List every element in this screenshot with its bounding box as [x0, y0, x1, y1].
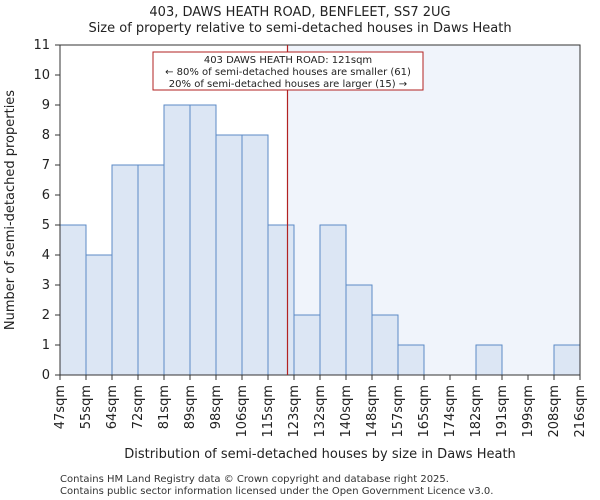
x-tick-label: 199sqm [521, 385, 536, 438]
chart-subtitle: Size of property relative to semi-detach… [88, 21, 512, 36]
annotation-line: 20% of semi-detached houses are larger (… [169, 79, 407, 90]
bar [475, 344, 503, 376]
bar [111, 164, 139, 376]
chart-title: 403, DAWS HEATH ROAD, BENFLEET, SS7 2UG [149, 5, 451, 20]
x-tick-label: 115sqm [261, 385, 276, 438]
x-tick-label: 191sqm [495, 385, 510, 438]
x-tick-label: 89sqm [183, 385, 198, 429]
x-tick-label: 106sqm [235, 385, 250, 438]
x-tick-label: 157sqm [391, 385, 406, 438]
y-tick-label: 4 [42, 248, 50, 263]
bar [267, 224, 295, 376]
x-tick-label: 165sqm [417, 385, 432, 438]
bar [189, 104, 217, 376]
y-tick-label: 7 [42, 158, 50, 173]
y-tick-label: 3 [42, 278, 50, 293]
x-tick-label: 64sqm [105, 385, 120, 429]
x-tick-label: 123sqm [287, 385, 302, 438]
y-tick-label: 1 [42, 338, 50, 353]
y-tick-label: 9 [42, 98, 50, 113]
bar [137, 164, 165, 376]
bar [59, 224, 87, 376]
y-tick-label: 5 [42, 218, 50, 233]
x-tick-label: 98sqm [209, 385, 224, 429]
x-tick-label: 174sqm [443, 385, 458, 438]
bar [241, 134, 269, 376]
x-tick-label: 182sqm [469, 385, 484, 438]
y-tick-label: 2 [42, 308, 50, 323]
bar [215, 134, 243, 376]
x-tick-label: 81sqm [157, 385, 172, 429]
x-tick-label: 132sqm [313, 385, 328, 438]
bar [345, 284, 373, 376]
annotation-line: 403 DAWS HEATH ROAD: 121sqm [204, 55, 372, 66]
bar [319, 224, 347, 376]
x-axis-label: Distribution of semi-detached houses by … [124, 447, 516, 462]
y-tick-label: 10 [33, 68, 50, 83]
annotation-box [152, 51, 424, 91]
bar [163, 104, 191, 376]
bar [553, 344, 581, 376]
x-tick-label: 208sqm [547, 385, 562, 438]
x-tick-label: 55sqm [79, 385, 94, 429]
x-tick-label: 148sqm [365, 385, 380, 438]
x-tick-label: 47sqm [53, 385, 68, 429]
bar [293, 314, 321, 376]
y-tick-label: 0 [42, 368, 50, 383]
y-tick-label: 6 [42, 188, 50, 203]
y-tick-label: 11 [33, 38, 50, 53]
y-axis-label: Number of semi-detached properties [3, 90, 18, 330]
bar [397, 344, 425, 376]
bar [371, 314, 399, 376]
x-tick-label: 140sqm [339, 385, 354, 438]
footer-line-2: Contains public sector information licen… [60, 486, 494, 497]
annotation-line: ← 80% of semi-detached houses are smalle… [165, 67, 411, 78]
y-tick-label: 8 [42, 128, 50, 143]
x-tick-label: 72sqm [131, 385, 146, 429]
bar [85, 254, 113, 376]
x-tick-label: 216sqm [573, 385, 588, 438]
footer-line-1: Contains HM Land Registry data © Crown c… [60, 474, 449, 485]
